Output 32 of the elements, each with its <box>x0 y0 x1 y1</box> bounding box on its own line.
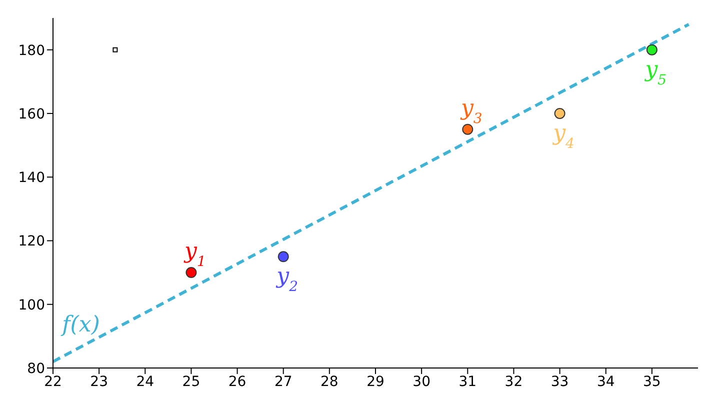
point <box>112 47 118 52</box>
x-tick-label: 32 <box>504 374 523 390</box>
series-label: y$_{5}$ <box>644 57 667 88</box>
x-tick-label: 26 <box>228 374 246 390</box>
series-label: y$_{3}$ <box>460 96 482 127</box>
x-tick-label: 29 <box>366 374 384 390</box>
series-label: y$_{1}$ <box>184 239 206 270</box>
point <box>186 267 197 278</box>
point <box>646 44 658 56</box>
x-tick-label: 25 <box>182 374 200 390</box>
point <box>278 251 289 262</box>
x-tick-label: 27 <box>274 374 292 390</box>
x-tick-label: 24 <box>136 374 154 390</box>
x-tick-label: 33 <box>550 374 569 390</box>
series-label: f(x) <box>60 312 100 338</box>
series-label: y$_{4}$ <box>552 120 574 152</box>
y-tick-label: 100 <box>18 297 45 314</box>
point <box>554 108 566 119</box>
x-tick-label: 23 <box>90 374 108 390</box>
x-tick-label: 34 <box>596 374 615 390</box>
y-tick-label: 160 <box>18 106 45 122</box>
x-tick-label: 35 <box>643 374 661 390</box>
x-tick-label: 22 <box>44 374 62 390</box>
y-tick-label: 80 <box>27 360 45 377</box>
y-tick-label: 140 <box>18 170 45 186</box>
y-tick-label: 120 <box>18 234 45 250</box>
x-tick-label: 31 <box>458 374 477 390</box>
y-tick-label: 180 <box>18 42 45 59</box>
point <box>462 124 474 135</box>
x-tick-label: 30 <box>412 374 430 390</box>
x-tick-label: 28 <box>320 374 338 390</box>
series-label: y$_{2}$ <box>276 264 298 296</box>
